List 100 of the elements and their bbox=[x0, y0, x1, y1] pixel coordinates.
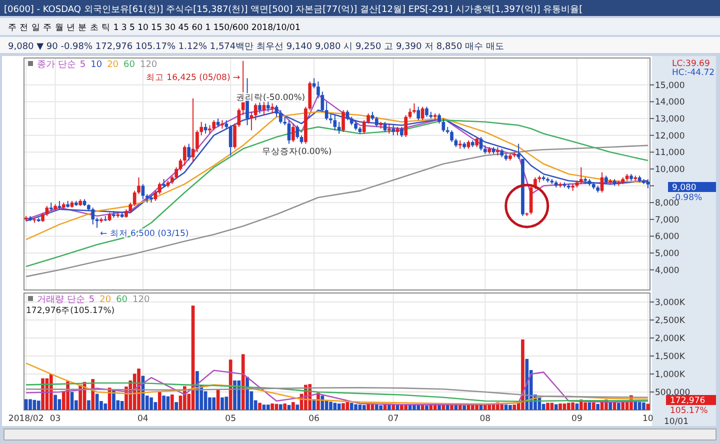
line-series bbox=[25, 362, 649, 405]
bar bbox=[170, 394, 174, 410]
bar bbox=[162, 396, 166, 410]
bar bbox=[358, 404, 362, 410]
bar bbox=[592, 402, 596, 410]
bar bbox=[258, 402, 262, 410]
chart-subtitle: 9,080 ▼ 90 -0.98% 172,976 105.17% 1.12% 1,574백만 최우선 9,140 9,080 시 9,250 고 9,390 저 8,850 매수 매도 bbox=[8, 42, 504, 52]
text: 172,976 bbox=[670, 396, 706, 406]
y-tick-label: 6,000 bbox=[655, 232, 680, 242]
bar bbox=[584, 402, 587, 410]
bar bbox=[354, 404, 358, 410]
text: 10 bbox=[90, 60, 102, 70]
bar bbox=[246, 376, 249, 410]
bar bbox=[296, 404, 300, 410]
bar bbox=[379, 405, 382, 410]
text: 9,080 bbox=[672, 183, 696, 193]
bar bbox=[374, 404, 378, 410]
annotation: 무상증자(0.00%) bbox=[262, 147, 332, 157]
text: 120 bbox=[140, 60, 158, 70]
y-tick-label: 4,000 bbox=[655, 266, 680, 276]
y-tick-label: 12,000 bbox=[655, 131, 685, 142]
line-series bbox=[25, 382, 649, 402]
annotation: 최고 16,425 (05/08) → bbox=[146, 73, 240, 83]
y-tick-label: 11,000 bbox=[655, 148, 685, 158]
bar bbox=[562, 404, 566, 410]
x-tick-label: 09 bbox=[572, 414, 582, 424]
bar bbox=[158, 391, 162, 410]
y-tick-label: 2,500K bbox=[655, 316, 686, 326]
bar bbox=[220, 397, 224, 410]
bar bbox=[262, 404, 266, 410]
bar bbox=[174, 402, 178, 410]
bar bbox=[58, 399, 62, 410]
x-tick-label: 2018/02 bbox=[8, 414, 44, 424]
line-series bbox=[25, 111, 649, 240]
bar bbox=[270, 404, 274, 410]
annotation: 172,976주(105.17%) bbox=[26, 306, 115, 316]
bar bbox=[446, 404, 450, 410]
bar bbox=[571, 402, 574, 410]
x-tick-label: 08 bbox=[480, 414, 491, 424]
x-tick-label: 04 bbox=[138, 414, 148, 424]
bar bbox=[558, 404, 562, 410]
bar bbox=[429, 404, 433, 410]
y-tick-label: 14,000 bbox=[655, 98, 685, 108]
bar bbox=[362, 404, 366, 410]
chart-title: [0600] - KOSDAQ 외국인보유[61(천)] 주식수[15,387(천)] 액면[500] 자본금[77(억)] 결산[12월] EPS[-291] 시가총액[1,397(억)] 유통비율[ bbox=[4, 5, 583, 15]
y-tick-label: 5,000 bbox=[655, 249, 680, 260]
bar bbox=[500, 404, 504, 410]
bar bbox=[608, 402, 612, 410]
bar bbox=[638, 402, 642, 410]
x-tick-label: 03 bbox=[50, 414, 61, 424]
bar bbox=[150, 397, 153, 410]
bar bbox=[396, 404, 400, 410]
text: 60 bbox=[124, 60, 136, 70]
bar bbox=[241, 354, 245, 410]
bar bbox=[212, 397, 216, 410]
text: LC:39.69 bbox=[672, 59, 710, 69]
bar bbox=[512, 404, 516, 410]
text: 주 전 일 주 월 년 분 초 틱 1 3 5 10 15 30 45 60 1 150/600 2018/10/01 bbox=[8, 23, 300, 33]
y-tick-label: 13,000 bbox=[655, 114, 685, 125]
bar bbox=[224, 396, 228, 410]
bar bbox=[87, 400, 90, 410]
x-tick-label: 06 bbox=[308, 414, 320, 424]
bar bbox=[54, 394, 57, 410]
x-tick-label: 05 bbox=[225, 414, 236, 424]
text: 20 bbox=[107, 60, 119, 70]
text: HC:-44.72 bbox=[672, 68, 715, 78]
bar bbox=[320, 396, 324, 410]
bar bbox=[278, 404, 282, 410]
text: 10/01 bbox=[664, 417, 688, 427]
text: 20 bbox=[100, 295, 112, 305]
bar bbox=[104, 404, 108, 410]
bar bbox=[646, 404, 650, 410]
bar bbox=[462, 405, 466, 410]
y-tick-label: 1,000K bbox=[655, 370, 686, 380]
bar bbox=[546, 402, 550, 410]
bar bbox=[483, 404, 487, 410]
line-series bbox=[25, 120, 649, 268]
y-tick-label: 8,000 bbox=[655, 198, 680, 209]
bar bbox=[342, 403, 345, 410]
bar bbox=[120, 401, 124, 410]
bar bbox=[554, 404, 558, 410]
bar bbox=[28, 399, 32, 410]
x-tick-label: 10 bbox=[642, 414, 654, 424]
bar bbox=[333, 402, 337, 410]
bar bbox=[617, 402, 620, 410]
bar bbox=[24, 399, 28, 410]
bar bbox=[504, 404, 508, 410]
legend-title: 종가 단순 bbox=[37, 60, 76, 70]
bar bbox=[488, 404, 491, 410]
bar bbox=[266, 404, 270, 410]
bar bbox=[36, 400, 40, 410]
y-tick-label: 10,000 bbox=[655, 164, 685, 175]
text: 105.17% bbox=[670, 406, 708, 416]
bar bbox=[337, 404, 341, 410]
bar bbox=[329, 402, 332, 410]
y-tick-label: 15,000 bbox=[655, 80, 685, 91]
bar bbox=[575, 404, 579, 410]
bar bbox=[387, 404, 391, 410]
bar bbox=[400, 404, 404, 410]
bar bbox=[566, 402, 570, 410]
